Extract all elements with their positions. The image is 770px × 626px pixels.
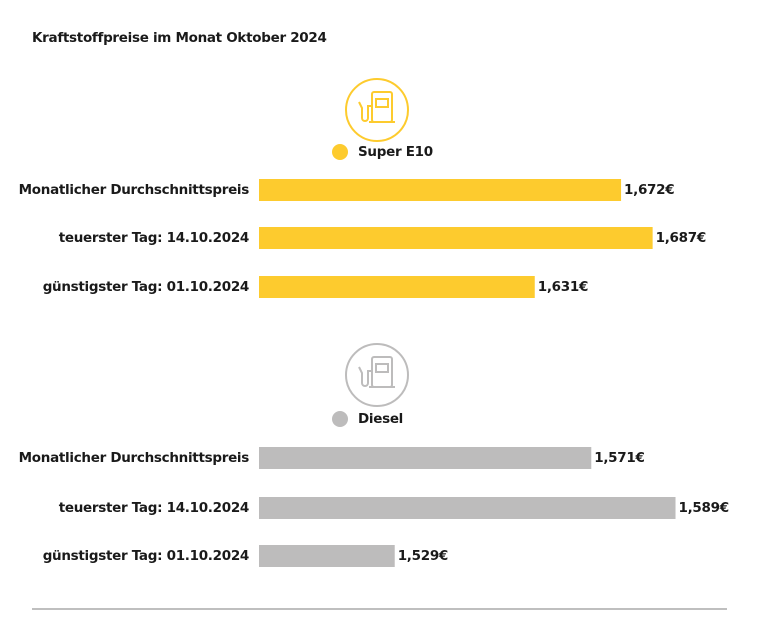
fuel-icon-e10	[345, 78, 409, 142]
category-label: günstigster Tag: 01.10.2024	[43, 548, 249, 564]
bar	[259, 179, 622, 201]
category-label: teuerster Tag: 14.10.2024	[59, 500, 249, 516]
bar	[259, 227, 653, 249]
value-label: 1,672€	[624, 182, 674, 198]
value-label: 1,687€	[656, 230, 706, 246]
category-label: günstigster Tag: 01.10.2024	[43, 279, 249, 295]
bar	[259, 545, 395, 567]
category-label: Monatlicher Durchschnittspreis	[19, 450, 250, 466]
value-label: 1,571€	[594, 450, 644, 466]
legend-label: Diesel	[358, 411, 403, 427]
fuel-icon-diesel	[345, 343, 409, 407]
value-label: 1,529€	[398, 548, 448, 564]
bar	[259, 497, 676, 519]
bar	[259, 447, 592, 469]
legend-label: Super E10	[358, 144, 433, 160]
category-label: teuerster Tag: 14.10.2024	[59, 230, 249, 246]
value-label: 1,631€	[538, 279, 588, 295]
value-label: 1,589€	[679, 500, 729, 516]
legend-swatch	[332, 144, 348, 160]
category-label: Monatlicher Durchschnittspreis	[19, 182, 250, 198]
chart-title: Kraftstoffpreise im Monat Oktober 2024	[32, 30, 327, 46]
bar	[259, 276, 535, 298]
legend-swatch	[332, 411, 348, 427]
